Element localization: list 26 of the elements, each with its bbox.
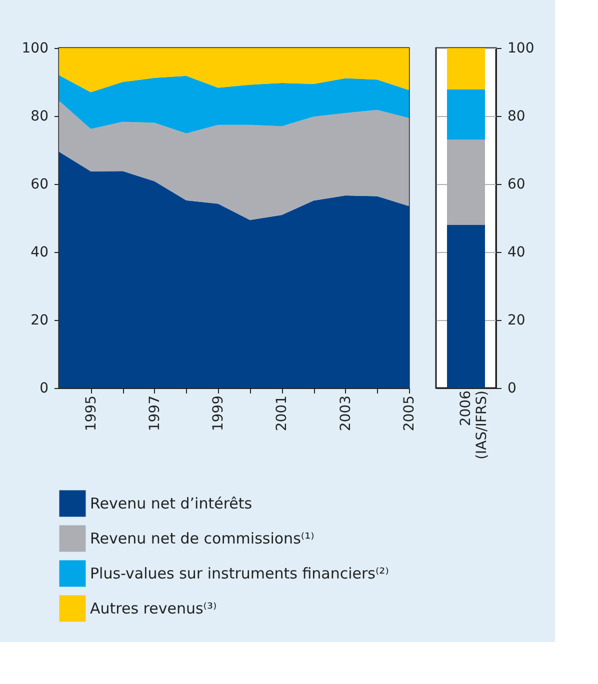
bar xyxy=(447,224,485,388)
bar xyxy=(447,48,485,90)
legend-label: Revenu net d’intérêts xyxy=(90,494,252,512)
y-tick-label: 60 xyxy=(30,176,48,192)
y-tick-label: 0 xyxy=(40,380,48,396)
x-tick-label: 1999 xyxy=(210,396,227,432)
x-tick-label: 1995 xyxy=(83,396,100,432)
y-tick-label: 40 xyxy=(30,244,48,260)
legend-label: Plus-values sur instruments financiers⁽²⁾ xyxy=(90,564,389,582)
y-tick-label: 20 xyxy=(508,312,526,328)
x-tick-label: 2001 xyxy=(274,396,290,432)
x-tick-label: 1997 xyxy=(146,396,163,432)
x-tick-label: 2005 xyxy=(402,396,418,432)
y-tick-label: 80 xyxy=(508,108,526,124)
legend-label: Autres revenus⁽³⁾ xyxy=(90,600,217,618)
legend-label: Revenu net de commissions⁽¹⁾ xyxy=(90,530,314,548)
y-tick-label: 100 xyxy=(508,40,534,56)
y-tick-label: 100 xyxy=(22,40,48,56)
x-tick-label: 2006 (IAS/IFRS) xyxy=(458,390,490,460)
y-tick-label: 40 xyxy=(508,244,526,260)
x-tick-label: 2003 xyxy=(338,396,354,432)
y-tick-label: 60 xyxy=(508,176,526,192)
y-tick-label: 0 xyxy=(508,380,516,396)
y-tick-label: 80 xyxy=(30,108,48,124)
bar xyxy=(447,89,485,140)
y-tick-label: 20 xyxy=(30,312,48,328)
